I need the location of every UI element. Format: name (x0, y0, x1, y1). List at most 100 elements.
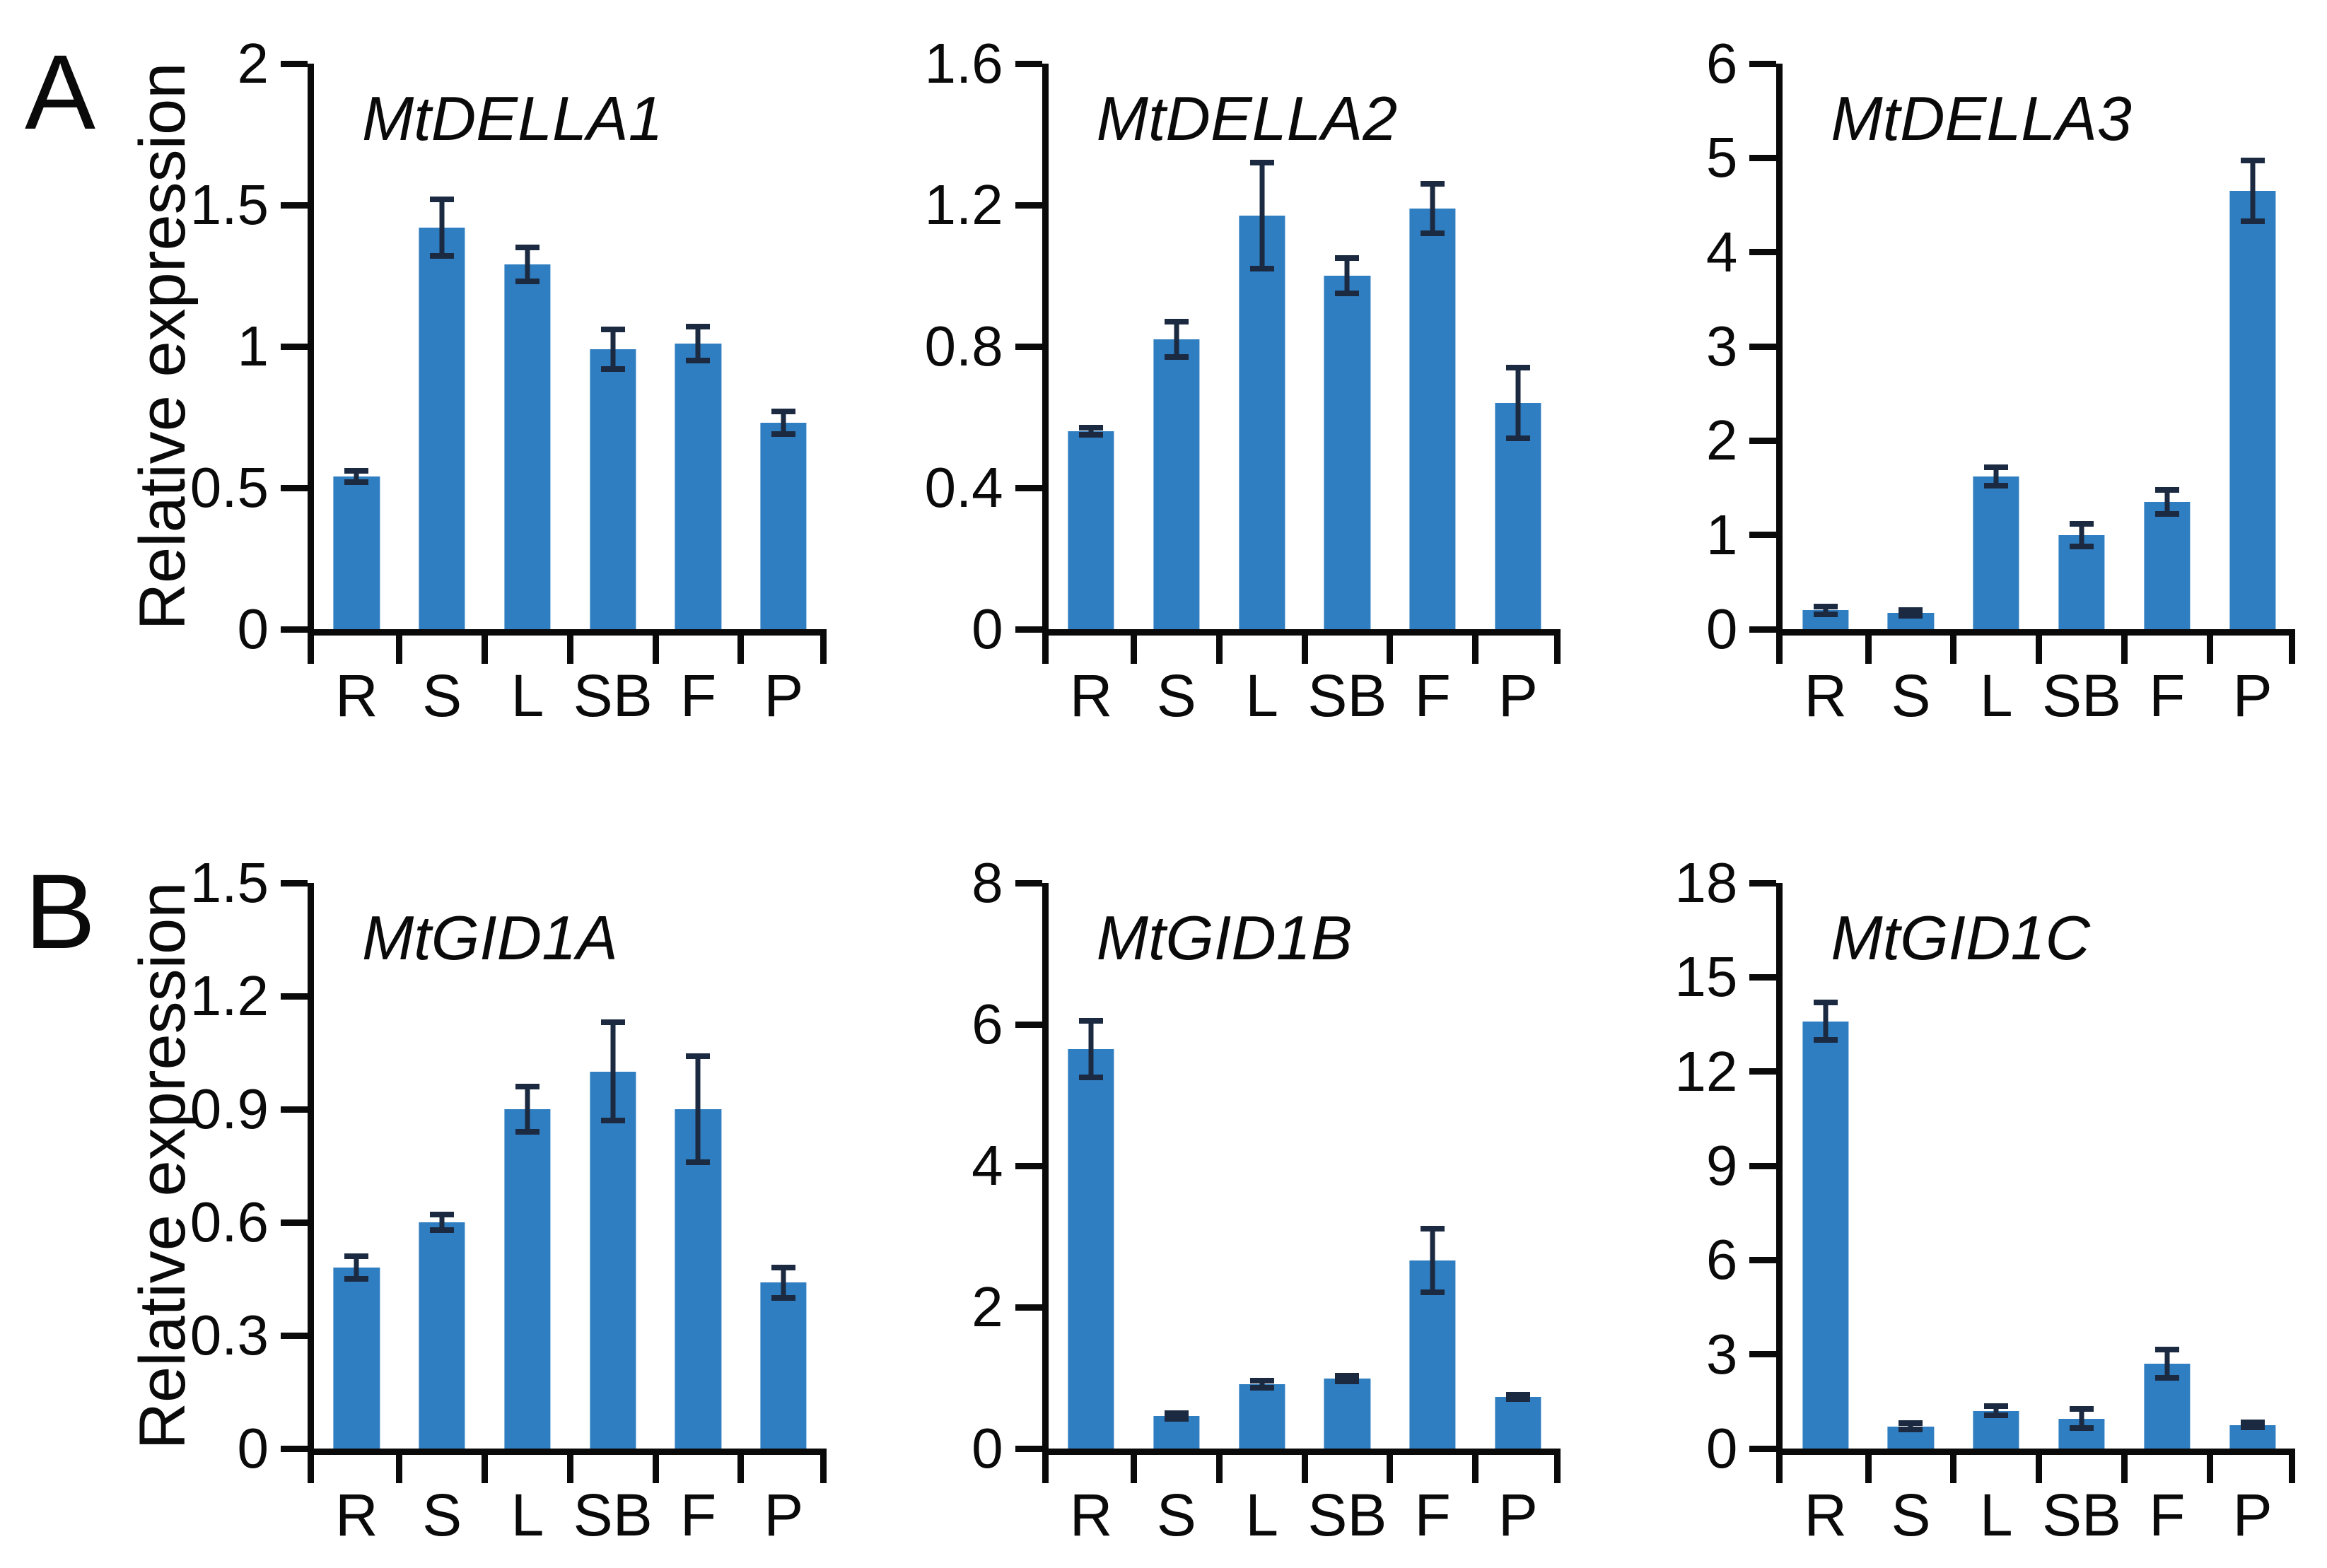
y-tick-mark (281, 484, 308, 491)
error-bar-cap-top (1335, 255, 1360, 261)
error-bar-cap-bottom (1249, 266, 1274, 271)
x-tick-label-sb: SB (1307, 662, 1387, 729)
x-tick-label-p: P (1498, 662, 1538, 729)
y-tick-label: 6 (972, 993, 1003, 1055)
chart-title: MtDELLA3 (1831, 83, 2132, 153)
y-tick-label: 0 (972, 1417, 1003, 1480)
y-tick-label: 0.4 (924, 456, 1003, 519)
y-tick-label: 1.2 (924, 173, 1003, 236)
error-bar-cap-bottom (771, 1294, 796, 1301)
y-tick-label: 1 (237, 315, 269, 378)
error-bar-cap-top (771, 409, 796, 414)
y-tick-label: 0.3 (189, 1304, 269, 1367)
panel-label-a: A (25, 33, 96, 151)
error-bar-cap-bottom (1079, 1075, 1104, 1080)
error-bar-cap-top (686, 324, 711, 329)
y-tick-mark (1749, 154, 1777, 161)
y-tick-label: 1.2 (189, 964, 269, 1027)
x-tick-label-f: F (680, 1482, 717, 1548)
x-tick-mark (1387, 636, 1394, 664)
y-tick-mark (281, 1445, 308, 1452)
y-tick-label: 0 (1705, 1417, 1738, 1480)
x-tick-label-sb: SB (2042, 1482, 2122, 1548)
error-bar-line (610, 329, 616, 369)
error-bar-cap-top (1421, 1226, 1445, 1231)
category-slot-sb: SB (570, 64, 655, 725)
x-tick-mark (2289, 636, 2296, 664)
x-tick-label-sb: SB (2042, 662, 2122, 729)
error-bar-cap-top (2154, 1347, 2179, 1352)
category-slot-l: L (485, 64, 571, 725)
x-tick-label-sb: SB (573, 662, 653, 729)
error-bar-cap-top (1813, 604, 1838, 609)
error-bar-cap-bottom (771, 431, 796, 437)
x-tick-mark (2206, 1455, 2213, 1483)
y-tick-label: 0.6 (189, 1190, 269, 1253)
category-slot-s: S (1133, 883, 1219, 1545)
x-tick-label-p: P (2232, 1482, 2273, 1548)
y-tick-mark (1749, 1162, 1777, 1169)
x-tick-label-s: S (1156, 1482, 1196, 1548)
error-bar-cap-bottom (344, 1276, 369, 1282)
x-tick-mark (1776, 1455, 1783, 1483)
x-tick-label-f: F (2149, 662, 2186, 729)
error-bar-cap-top (2240, 158, 2265, 164)
bar-l (504, 1109, 551, 1449)
x-tick-mark (2121, 636, 2128, 664)
error-bar-cap-top (344, 468, 369, 474)
bar-sb (1324, 1379, 1370, 1449)
bar-l (1238, 1384, 1285, 1449)
error-bar-line (1174, 322, 1179, 357)
category-slot-sb: SB (570, 883, 655, 1545)
y-tick-label: 1.6 (924, 32, 1003, 95)
error-bar-cap-bottom (2154, 1375, 2179, 1381)
y-axis-title: Relative expression (127, 62, 199, 631)
y-tick-mark (1749, 1445, 1777, 1452)
y-tick-label: 1.5 (189, 851, 269, 914)
plot-area: 0 0.4 0.8 1.2 1.6 R S L SB F P MtDELLA2 (924, 35, 1561, 725)
y-tick-mark (281, 993, 308, 1000)
error-bar-line (695, 327, 701, 361)
plot-column: 0 0.5 1 1.5 2 R S L SB F P MtDELLA1 (190, 25, 858, 749)
error-bar-cap-top (430, 1212, 455, 1218)
y-tick-label: 2 (1705, 409, 1738, 472)
y-tick-mark (281, 626, 308, 633)
x-tick-mark (2036, 1455, 2043, 1483)
chart-mtdella3: 0 1 2 3 4 5 6 R S L SB F P MtDELLA3 (1592, 25, 2327, 749)
error-bar-cap-top (1984, 464, 2009, 470)
plot-area: 0 0.5 1 1.5 2 R S L SB F P MtDELLA1 (190, 35, 827, 725)
plot-column: 0 0.4 0.8 1.2 1.6 R S L SB F P MtDELLA2 (924, 25, 1593, 749)
error-bar-cap-top (515, 1084, 540, 1089)
error-bar-cap-bottom (1249, 1385, 1274, 1391)
error-bar-cap-top (2070, 520, 2094, 527)
x-tick-mark (1387, 1455, 1394, 1483)
y-tick-label: 0.9 (189, 1077, 269, 1140)
error-bar-line (610, 1022, 616, 1121)
category-slot-sb: SB (1305, 883, 1390, 1545)
error-bar-line (439, 199, 445, 256)
error-bar-line (1823, 607, 1829, 614)
y-tick-mark (1015, 626, 1042, 633)
x-tick-label-l: L (511, 1482, 544, 1548)
x-tick-mark (1472, 1455, 1479, 1483)
category-slot-r: R (1783, 883, 1868, 1545)
x-tick-mark (482, 1455, 489, 1483)
error-bar-cap-bottom (430, 1227, 455, 1233)
category-slot-l: L (1954, 64, 2039, 725)
x-tick-label-s: S (1891, 662, 1931, 729)
category-slot-r: R (1049, 64, 1134, 725)
error-bar-cap-top (1335, 1373, 1360, 1379)
y-tick-label: 4 (1705, 220, 1738, 283)
x-tick-mark (737, 1455, 745, 1483)
error-bar-line (2079, 523, 2084, 546)
y-tick-label: 8 (972, 851, 1003, 914)
y-tick-mark (281, 201, 308, 209)
x-tick-mark (1042, 636, 1049, 664)
error-bar-line (2164, 489, 2170, 515)
error-bar-cap-bottom (430, 253, 455, 259)
error-bar-line (439, 1215, 445, 1230)
chart-title: MtGID1A (362, 903, 618, 973)
x-tick-mark (1215, 1455, 1223, 1483)
y-tick-label: 2 (237, 32, 269, 95)
